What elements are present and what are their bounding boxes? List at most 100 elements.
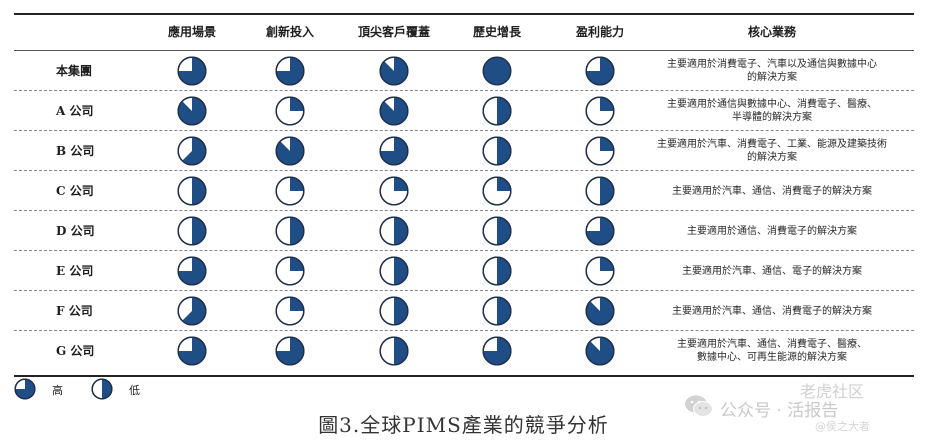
rating-pie-innovation-investment (275, 56, 305, 86)
description-line: 主要適用於通信與數據中心、消費電子、醫療、 (667, 99, 877, 110)
rating-pie-historical-growth (482, 296, 512, 326)
row-separator (14, 290, 914, 291)
header-historical-growth: 歷史增長 (472, 25, 521, 39)
legend-pie-low (91, 378, 113, 400)
row-separator (14, 330, 914, 331)
legend-item-low: 低 (91, 378, 171, 400)
watermark-top-text: 老虎社区 (800, 382, 865, 401)
description-line: 的解決方案 (747, 152, 797, 163)
row-label: D 公司 (56, 224, 95, 238)
watermark-text: 公众号 · 活报告 (720, 401, 839, 421)
row-separator (14, 210, 914, 211)
rating-pie-top-customer-coverage (379, 56, 409, 86)
rating-pie-top-customer-coverage (379, 96, 409, 126)
rating-pie-profitability (585, 296, 615, 326)
rating-pie-top-customer-coverage (379, 176, 409, 206)
description-line: 主要適用於汽車、通信、電子的解決方案 (682, 265, 862, 277)
row-separator (14, 130, 914, 131)
row-separator (14, 170, 914, 171)
row-separator (14, 250, 914, 251)
header-top-customer-coverage: 頂尖客戶覆蓋 (357, 25, 430, 39)
description-line: 主要適用於通信、消費電子的解決方案 (687, 225, 857, 237)
core-business-description: 主要適用於汽車、通信、消費電子的解決方案 (636, 171, 908, 211)
rating-pie-innovation-investment (275, 256, 305, 286)
legend-pie-high (14, 378, 36, 400)
table-row: D 公司 主要適用於通信、消費電子的解決方案 (14, 211, 914, 251)
row-label: C 公司 (56, 184, 94, 198)
rating-pie-application-scenarios (177, 96, 207, 126)
core-business-description: 主要適用於汽車、通信、消費電子、醫療、 數據中心、可再生能源的解決方案 (636, 331, 908, 371)
row-label: E 公司 (56, 264, 94, 278)
description-line: 主要適用於汽車、通信、消費電子的解決方案 (672, 185, 872, 197)
rating-pie-application-scenarios (177, 136, 207, 166)
wechat-icon (685, 395, 713, 417)
rating-pie-application-scenarios (177, 216, 207, 246)
rating-pie-profitability (585, 176, 615, 206)
core-business-description: 主要適用於通信、消費電子的解決方案 (636, 211, 908, 251)
legend-label-low: 低 (129, 384, 140, 397)
top-rule (14, 13, 914, 15)
rating-pie-historical-growth (482, 176, 512, 206)
watermark-handle: @侯之大者 (815, 420, 870, 433)
header-rule (14, 50, 914, 51)
bottom-rule (14, 375, 914, 377)
row-label: 本集團 (56, 64, 93, 78)
rating-pie-innovation-investment (275, 296, 305, 326)
rating-pie-innovation-investment (275, 96, 305, 126)
table-row: F 公司 主要適用於汽車、通信、消費電子的解決方案 (14, 291, 914, 331)
row-label: B 公司 (56, 144, 95, 158)
rating-pie-top-customer-coverage (379, 136, 409, 166)
rating-pie-profitability (585, 56, 615, 86)
rating-pie-historical-growth (482, 216, 512, 246)
rating-pie-innovation-investment (275, 216, 305, 246)
rating-pie-innovation-investment (275, 176, 305, 206)
description-line: 數據中心、可再生能源的解決方案 (697, 352, 847, 363)
table-row: C 公司 主要適用於汽車、通信、消費電子的解決方案 (14, 171, 914, 211)
core-business-description: 主要適用於汽車、消費電子、工業、能源及建築技術 的解決方案 (636, 131, 908, 171)
rating-pie-application-scenarios (177, 336, 207, 366)
rating-pie-application-scenarios (177, 176, 207, 206)
rating-pie-historical-growth (482, 256, 512, 286)
rating-pie-top-customer-coverage (379, 256, 409, 286)
header-core-business: 核心業務 (747, 25, 796, 39)
rating-pie-historical-growth (482, 56, 512, 86)
rating-pie-top-customer-coverage (379, 296, 409, 326)
row-separator (14, 90, 914, 91)
header-application-scenarios: 應用場景 (167, 25, 216, 39)
description-line: 的解決方案 (747, 72, 797, 83)
rating-pie-profitability (585, 336, 615, 366)
rating-pie-profitability (585, 216, 615, 246)
rating-pie-innovation-investment (275, 136, 305, 166)
core-business-description: 主要適用於汽車、通信、電子的解決方案 (636, 251, 908, 291)
legend-item-high: 高 (14, 378, 94, 400)
rating-pie-profitability (585, 96, 615, 126)
rating-pie-historical-growth (482, 96, 512, 126)
table-row: B 公司 主要適用於汽車、消費電子、工業、能源及建築技術 的解決方案 (14, 131, 914, 171)
rating-pie-top-customer-coverage (379, 216, 409, 246)
watermark: 公众号 · 活报告 老虎社区 @侯之大者 (680, 382, 920, 433)
description-line: 主要適用於消費電子、汽車以及通信與數據中心 (667, 59, 877, 70)
description-line: 主要適用於汽車、通信、消費電子的解決方案 (672, 305, 872, 317)
rating-pie-application-scenarios (177, 296, 207, 326)
legend-label-high: 高 (52, 384, 63, 397)
rating-pie-application-scenarios (177, 256, 207, 286)
rating-pie-profitability (585, 256, 615, 286)
core-business-description: 主要適用於汽車、通信、消費電子的解決方案 (636, 291, 908, 331)
core-business-description: 主要適用於通信與數據中心、消費電子、醫療、 半導體的解決方案 (636, 91, 908, 131)
description-line: 主要適用於汽車、消費電子、工業、能源及建築技術 (657, 139, 887, 150)
table-row: A 公司 主要適用於通信與數據中心、消費電子、醫療、 半導體的解決方案 (14, 91, 914, 131)
table-row: 本集團 主要適用於消費電子、汽車以及通信與數據中心 的解決方案 (14, 51, 914, 91)
table-row: E 公司 主要適用於汽車、通信、電子的解決方案 (14, 251, 914, 291)
header-innovation-investment: 創新投入 (265, 25, 314, 39)
core-business-description: 主要適用於消費電子、汽車以及通信與數據中心 的解決方案 (636, 51, 908, 91)
description-line: 半導體的解決方案 (732, 112, 812, 123)
row-label: A 公司 (56, 104, 94, 118)
figure-caption: 圖3.全球PIMS產業的競爭分析 (318, 413, 609, 437)
row-label: F 公司 (56, 304, 93, 318)
rating-pie-historical-growth (482, 336, 512, 366)
rating-pie-top-customer-coverage (379, 336, 409, 366)
rating-pie-historical-growth (482, 136, 512, 166)
header-profitability: 盈利能力 (575, 25, 624, 39)
rating-pie-profitability (585, 136, 615, 166)
rating-pie-innovation-investment (275, 336, 305, 366)
